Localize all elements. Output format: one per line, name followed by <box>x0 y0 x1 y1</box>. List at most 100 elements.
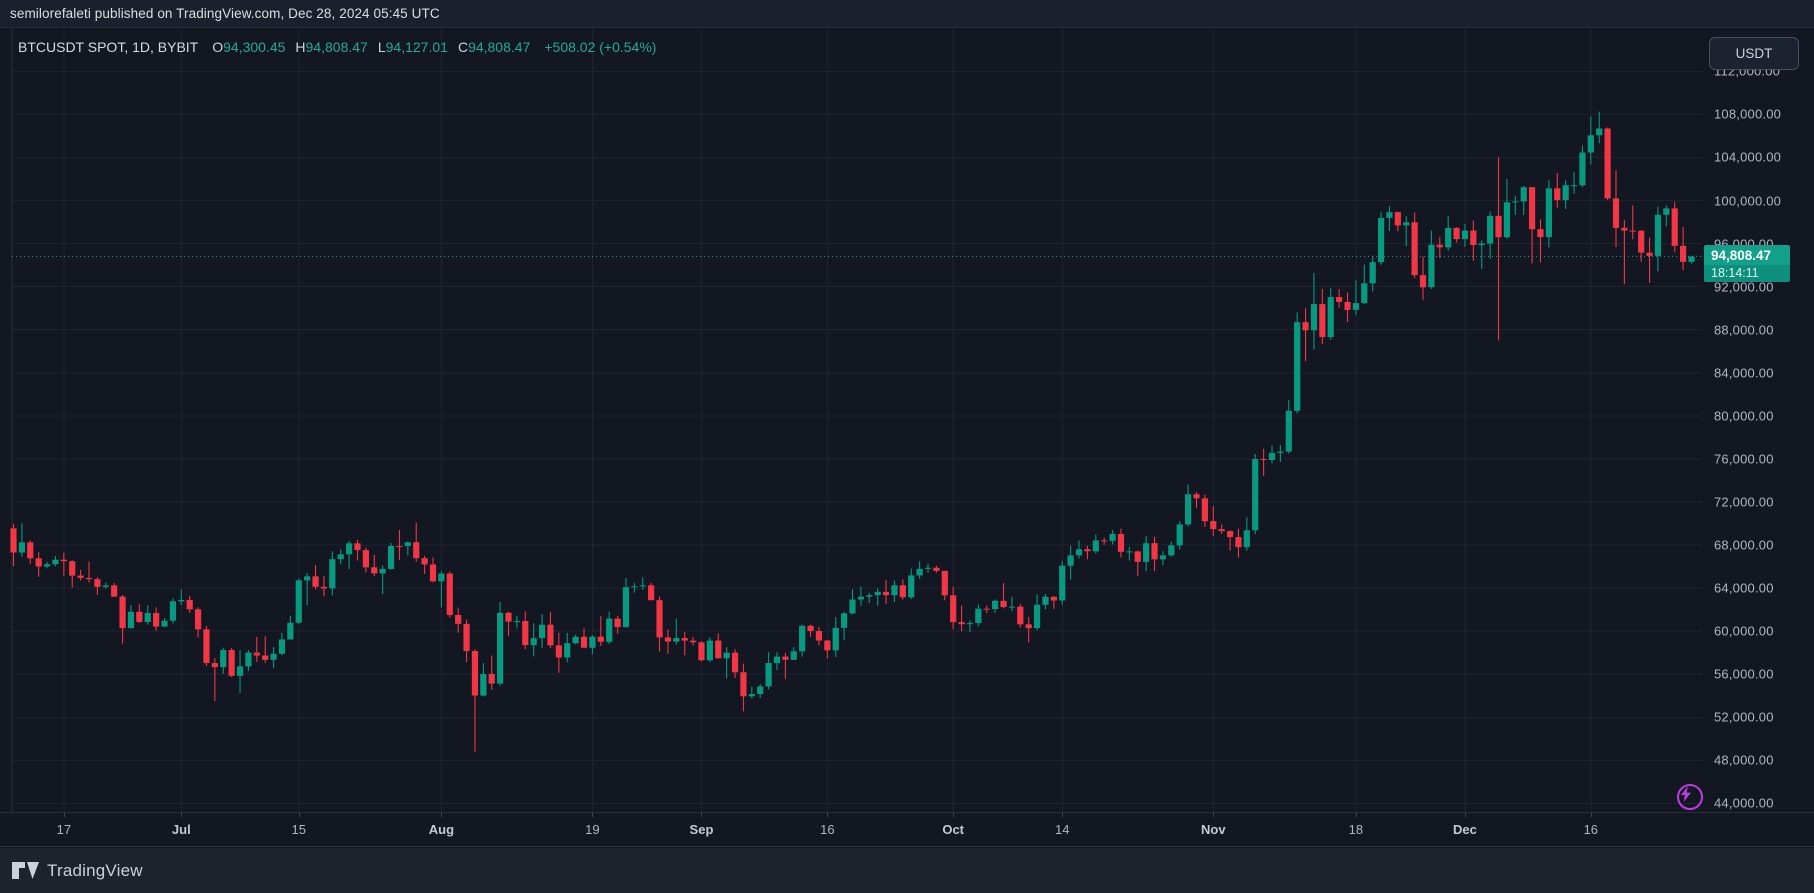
candle-body <box>1134 551 1141 562</box>
candle-body <box>1386 212 1393 218</box>
time-axis[interactable]: 17 Jul 15 Aug 19 Sep 16 Oct 14 Nov 18 De… <box>0 812 1814 847</box>
candle-body <box>312 576 319 587</box>
candle-body <box>975 608 982 624</box>
candle-body <box>1520 187 1527 202</box>
candle-body <box>723 652 730 659</box>
price-tick-label: 64,000.00 <box>1714 580 1774 596</box>
candle-body <box>1218 529 1225 532</box>
candle-body <box>1210 521 1217 530</box>
candle-body <box>648 585 655 601</box>
candle-body <box>1445 227 1452 248</box>
candle-body <box>564 643 571 658</box>
candle-body <box>1126 551 1133 553</box>
time-tick-label: 17 <box>56 822 72 837</box>
candle-body <box>891 585 898 596</box>
candle-body <box>203 629 210 664</box>
symbol-title[interactable]: BTCUSDT SPOT, 1D, BYBIT <box>18 39 199 55</box>
candle-body <box>698 642 705 661</box>
candlestick-plot[interactable] <box>0 28 1814 812</box>
candle-body <box>1143 543 1150 562</box>
price-tick-label: 76,000.00 <box>1714 451 1774 467</box>
time-tick-mark <box>1590 813 1592 817</box>
time-tick-label: Sep <box>689 822 714 837</box>
candle-body <box>413 542 420 559</box>
price-tick-label: 88,000.00 <box>1714 322 1774 338</box>
candle-body <box>547 624 554 646</box>
price-tick-label: 52,000.00 <box>1714 709 1774 725</box>
tradingview-wordmark[interactable]: TradingView <box>47 860 143 880</box>
price-tick-label: 104,000.00 <box>1714 149 1782 165</box>
candle-body <box>1151 543 1158 560</box>
candle-body <box>1570 185 1578 187</box>
candle-body <box>1436 244 1443 248</box>
candle-body <box>1671 208 1678 246</box>
candle-body <box>639 585 646 587</box>
publish-attribution: semilorefaleti published on TradingView.… <box>10 6 440 21</box>
tradingview-logo-icon[interactable] <box>12 862 39 879</box>
price-tick-label: 56,000.00 <box>1714 666 1774 682</box>
time-tick-label: Aug <box>428 822 455 837</box>
candle-body <box>1025 624 1032 629</box>
price-tick-label: 72,000.00 <box>1714 494 1774 510</box>
candle-body <box>597 636 604 642</box>
symbol-legend: BTCUSDT SPOT, 1D, BYBIT O94,300.45 H94,80… <box>18 36 656 58</box>
candle-body <box>1621 227 1628 231</box>
candle-body <box>706 640 713 661</box>
price-tick-label: 108,000.00 <box>1714 106 1782 122</box>
price-tick-label: 44,000.00 <box>1714 795 1774 811</box>
candle-body <box>1646 252 1653 256</box>
candle-body <box>52 559 59 565</box>
candle-body <box>538 624 546 639</box>
candle-body <box>1512 201 1519 203</box>
candle-body <box>1377 217 1385 263</box>
candle-body <box>1159 555 1167 560</box>
time-tick-label: 16 <box>820 822 835 837</box>
candle-body <box>144 613 151 623</box>
candle-body <box>1109 533 1116 541</box>
candle-body <box>1680 245 1687 262</box>
candle-body <box>278 639 286 654</box>
candle-body <box>916 568 923 576</box>
candle-body <box>404 542 411 547</box>
candle-body <box>631 586 638 588</box>
candle-body <box>43 564 51 567</box>
candle-body <box>111 585 118 597</box>
currency-toggle-button[interactable]: USDT <box>1709 37 1799 70</box>
candle-body <box>1503 202 1511 238</box>
candle-body <box>94 579 101 587</box>
candle-body <box>983 608 990 610</box>
candle-body <box>228 650 235 676</box>
candle-body <box>18 542 25 553</box>
candle-body <box>186 599 193 610</box>
candle-body <box>555 645 562 658</box>
candle-body <box>488 674 495 684</box>
candle-body <box>1629 230 1636 232</box>
candle-body <box>715 640 722 659</box>
candle-body <box>849 599 856 614</box>
candle-body <box>1612 198 1620 228</box>
candle-body <box>882 591 890 596</box>
ohlc-C: C94,808.47 <box>457 39 531 55</box>
time-tick-mark <box>181 813 183 817</box>
candle-body <box>606 618 613 642</box>
candle-body <box>664 637 672 642</box>
time-tick-label: Jul <box>171 822 191 837</box>
candle-body <box>513 621 520 623</box>
candle-body <box>1176 524 1183 546</box>
candle-body <box>102 585 109 587</box>
candle-body <box>1419 275 1427 288</box>
candle-body <box>329 559 336 589</box>
candle-body <box>1008 606 1016 608</box>
candle-body <box>765 663 772 687</box>
price-tick-label: 48,000.00 <box>1714 752 1774 768</box>
candle-body <box>1042 596 1049 605</box>
candle-body <box>480 674 487 696</box>
candle-body <box>262 655 269 660</box>
candle-body <box>673 638 680 642</box>
candle-body <box>178 599 185 602</box>
time-tick-mark <box>953 813 955 817</box>
publish-idea-button[interactable] <box>1677 784 1703 810</box>
candle-body <box>1352 303 1359 310</box>
candle-body <box>497 612 504 684</box>
